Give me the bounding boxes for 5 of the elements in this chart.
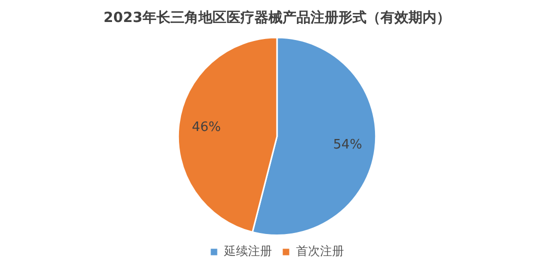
legend-label: 首次注册: [296, 244, 344, 258]
data-label: 46%: [192, 120, 221, 135]
data-label: 54%: [333, 138, 362, 153]
chart-title: 2023年长三角地区医疗器械产品注册形式（有效期内）: [104, 9, 450, 26]
legend-label: 延续注册: [223, 244, 272, 258]
